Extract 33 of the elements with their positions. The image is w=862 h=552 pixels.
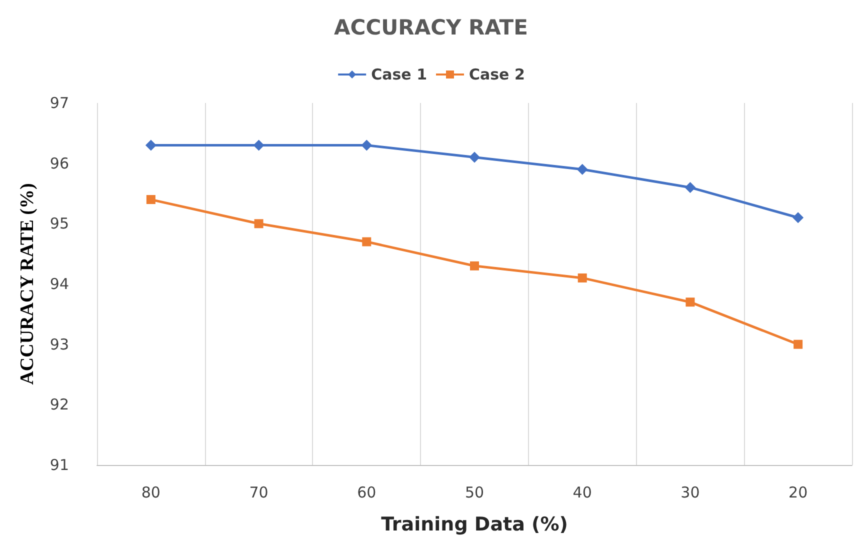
point [684, 182, 696, 193]
x-tick-label: 50 [464, 484, 484, 502]
point [361, 140, 372, 151]
point [686, 298, 695, 307]
point [362, 237, 372, 246]
point [794, 340, 803, 349]
x-tick-label: 30 [680, 484, 700, 502]
point [578, 273, 587, 282]
x-tick-label: 40 [572, 484, 592, 502]
y-tick-label: 94 [50, 275, 69, 293]
y-axis-title: ACCURACY RATE (%) [17, 183, 38, 385]
legend-label: Case 2 [469, 66, 525, 84]
y-tick-label: 95 [50, 214, 69, 233]
point [469, 152, 480, 163]
point [576, 164, 588, 175]
x-tick-label: 80 [141, 484, 160, 502]
point [792, 212, 804, 224]
point [254, 219, 264, 228]
y-tick-label: 92 [50, 396, 69, 414]
x-axis-title: Training Data (%) [381, 514, 568, 536]
point [470, 261, 479, 270]
y-tick-label: 97 [50, 94, 69, 112]
point [253, 140, 264, 151]
y-tick-label: 96 [50, 154, 69, 172]
y-tick-label: 93 [50, 335, 69, 354]
point [145, 140, 156, 151]
y-tick-label: 91 [50, 456, 69, 474]
x-tick-label: 70 [249, 484, 268, 502]
x-tick-label: 60 [357, 484, 376, 502]
chart-title: ACCURACY RATE [334, 16, 528, 40]
x-tick-label: 20 [788, 484, 808, 502]
legend-label: Case 1 [371, 66, 428, 84]
point [146, 195, 156, 204]
